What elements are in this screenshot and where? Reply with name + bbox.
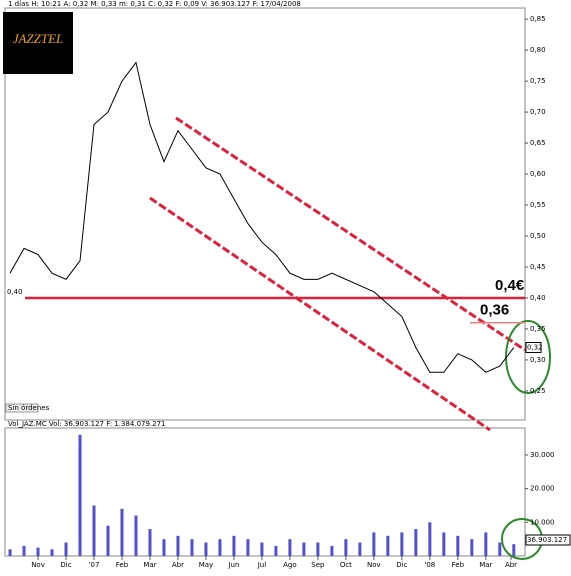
x-tick-label: Oct — [340, 561, 352, 569]
y-tick-label: 0,55 — [530, 201, 546, 209]
volume-bar — [106, 525, 110, 556]
y-tick-label: 20.000 — [530, 485, 555, 493]
volume-bar — [330, 545, 334, 556]
volume-bar — [246, 539, 250, 556]
volume-bar — [442, 532, 446, 556]
volume-panel — [4, 427, 526, 557]
volume-bar — [512, 544, 516, 556]
y-tick-label: 30.000 — [530, 451, 555, 459]
y-tick-label: 0,25 — [530, 387, 546, 395]
x-tick-label: '07 — [89, 561, 100, 569]
channel-lower — [149, 196, 491, 432]
note-box — [5, 403, 39, 413]
channel-upper — [175, 116, 526, 352]
volume-bar — [204, 542, 208, 556]
y-tick-label: 0,65 — [530, 139, 546, 147]
volume-bar — [218, 539, 222, 556]
volume-bar — [8, 549, 12, 556]
volume-bar — [36, 547, 40, 556]
x-tick-label: Feb — [452, 561, 465, 569]
y-tick-label: 0,70 — [530, 108, 546, 116]
volume-bar — [148, 529, 152, 556]
y-tick-label: 0,35 — [530, 325, 546, 333]
volume-bar — [400, 532, 404, 556]
x-tick-label: Abr — [172, 561, 184, 569]
volume-bar — [162, 539, 166, 556]
x-tick-label: Nov — [367, 561, 381, 569]
x-tick-label: Sep — [311, 561, 325, 569]
volume-header: Vol_JAZ.MC Vol: 36.903.127 F: 1.384.079.… — [8, 420, 166, 428]
last-volume: 36.903.127 — [527, 536, 567, 544]
x-tick-label: Nov — [31, 561, 45, 569]
y-tick-label: 0,85 — [530, 15, 546, 23]
volume-bar — [274, 545, 278, 556]
logo: JAZZTEL — [13, 31, 64, 46]
last-box — [525, 534, 571, 546]
level-label: 0,36 — [480, 302, 509, 319]
x-tick-label: Jun — [227, 561, 239, 569]
volume-bar — [50, 549, 54, 556]
x-tick-label: Dic — [396, 561, 407, 569]
volume-bar — [484, 532, 488, 556]
price-panel — [4, 7, 526, 421]
volume-bar — [428, 522, 432, 556]
y-tick-label: 0,50 — [530, 232, 546, 240]
volume-bar — [344, 539, 348, 556]
y-tick-label: 0,45 — [530, 263, 546, 271]
price-line — [9, 61, 515, 373]
y-tick-label: 0,75 — [530, 77, 546, 85]
volume-bar — [316, 542, 320, 556]
volume-bar — [176, 535, 180, 556]
volume-bar — [260, 542, 264, 556]
volume-bar — [120, 508, 124, 556]
x-tick-label: Feb — [116, 561, 129, 569]
volume-bar — [134, 515, 138, 556]
volume-bar — [92, 505, 96, 556]
y-tick-label: 0,80 — [530, 46, 546, 54]
volume-bar — [288, 539, 292, 556]
level-label: 0,4€ — [495, 277, 525, 294]
last-box — [525, 342, 542, 354]
volume-bar — [358, 542, 362, 556]
logo-box — [3, 12, 73, 74]
volume-bar — [372, 532, 376, 556]
volume-bar — [232, 535, 236, 556]
x-tick-label: Mar — [479, 561, 492, 569]
volume-bar — [302, 542, 306, 556]
left-marker: 0,40 — [7, 288, 23, 296]
price-header: 1 días H: 10:21 A: 0,32 M: 0,33 m: 0,31 … — [8, 0, 301, 8]
x-tick-label: '08 — [424, 561, 435, 569]
volume-bar — [190, 539, 194, 556]
volume-bar — [414, 529, 418, 556]
volume-bar — [470, 539, 474, 556]
x-tick-label: Ago — [283, 561, 297, 569]
volume-bar — [22, 545, 26, 556]
last-price: 0,32 — [527, 344, 543, 352]
y-tick-label: 0,30 — [530, 356, 546, 364]
x-tick-label: Dic — [60, 561, 71, 569]
y-tick-label: 0,40 — [530, 294, 546, 302]
highlight-circle — [505, 320, 551, 394]
volume-bar — [386, 535, 390, 556]
volume-bar — [78, 434, 82, 556]
x-tick-label: Jul — [257, 561, 267, 569]
x-tick-label: Mar — [143, 561, 156, 569]
y-tick-label: 10.000 — [530, 518, 555, 526]
y-tick-label: 0,60 — [530, 170, 546, 178]
volume-bar — [456, 535, 460, 556]
x-tick-label: May — [199, 561, 213, 569]
volume-bar — [498, 542, 502, 556]
volume-bar — [64, 542, 68, 556]
note: Sin órdenes — [8, 404, 50, 412]
x-tick-label: Abr — [505, 561, 517, 569]
